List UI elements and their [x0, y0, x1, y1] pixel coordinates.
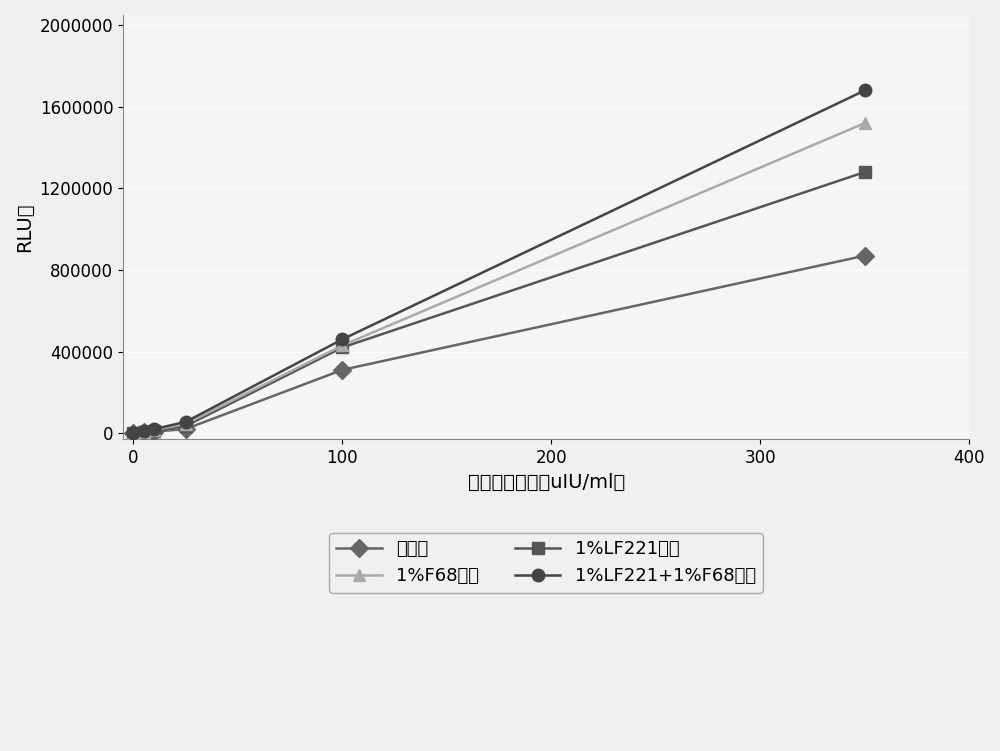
Legend: 无处理, 1%F68处理, 1%LF221处理, 1%LF221+1%F68处理: 无处理, 1%F68处理, 1%LF221处理, 1%LF221+1%F68处理: [329, 533, 763, 593]
Y-axis label: RLU值: RLU值: [15, 202, 34, 252]
X-axis label: 胰岛素浓度值（uIU/ml）: 胰岛素浓度值（uIU/ml）: [468, 472, 625, 491]
